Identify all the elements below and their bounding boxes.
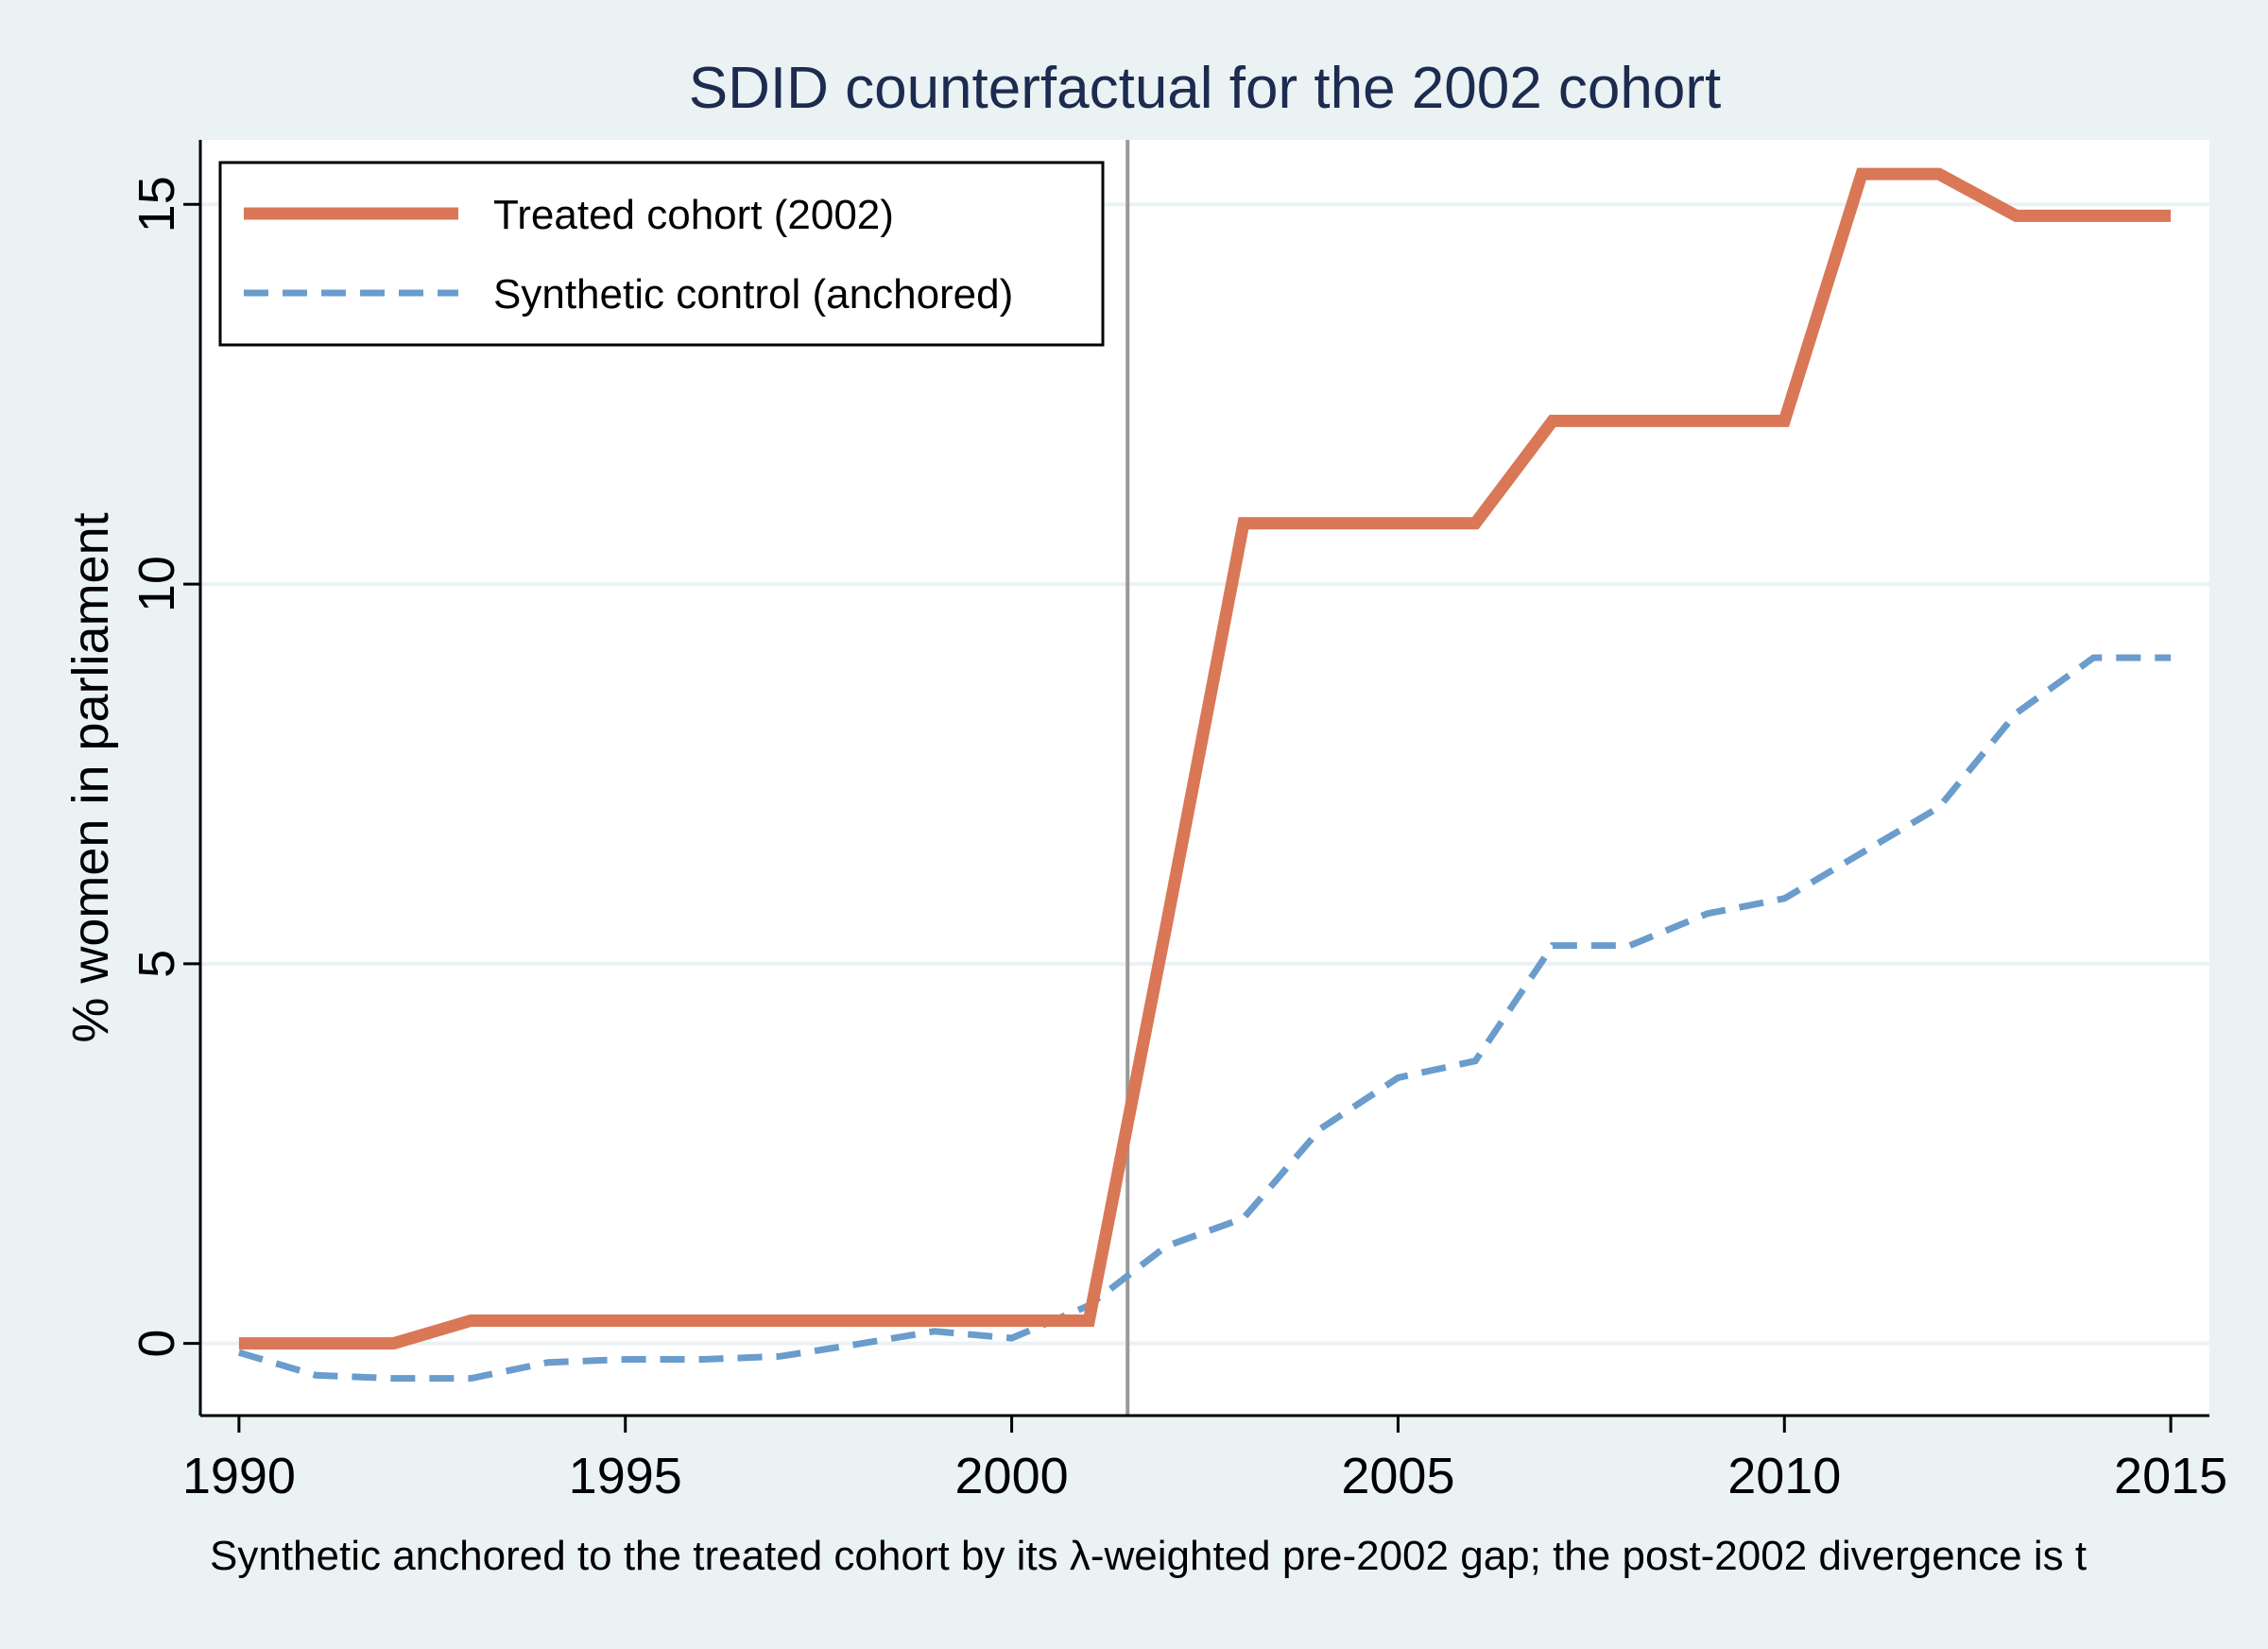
series-line-treated <box>238 167 2172 1350</box>
x-tick-label: 2015 <box>2114 1448 2227 1504</box>
y-tick-label: 0 <box>129 1330 185 1358</box>
y-tick-label: 5 <box>129 950 185 978</box>
x-tick-label: 2000 <box>955 1448 1069 1504</box>
x-tick-label: 2010 <box>1727 1448 1841 1504</box>
series-line-synthetic <box>237 654 2172 1383</box>
chart-title: SDID counterfactual for the 2002 cohort <box>689 56 1722 121</box>
legend: Treated cohort (2002) Synthetic control … <box>218 161 1105 347</box>
axes: 0 5 10 15 1990 1995 2000 2005 2010 2015 <box>129 140 2227 1504</box>
chart-caption: Synthetic anchored to the treated cohort… <box>210 1533 2087 1579</box>
x-tick-label: 2005 <box>1341 1448 1454 1504</box>
y-tick-label: 10 <box>129 556 185 612</box>
legend-label-treated: Treated cohort (2002) <box>493 192 894 238</box>
legend-box <box>218 161 1105 347</box>
legend-label-synthetic: Synthetic control (anchored) <box>493 271 1013 318</box>
series-layer <box>237 167 2172 1383</box>
x-tick-label: 1990 <box>182 1448 296 1504</box>
y-tick-label: 15 <box>129 176 185 232</box>
y-axis-label: % women in parliament <box>62 512 119 1042</box>
x-tick-label: 1995 <box>569 1448 682 1504</box>
plot-area <box>200 140 2209 1416</box>
